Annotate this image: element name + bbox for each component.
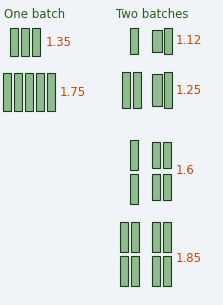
Bar	[25, 73, 33, 111]
Bar	[36, 73, 44, 111]
Bar	[163, 174, 171, 200]
Bar	[131, 222, 139, 252]
Bar	[152, 74, 162, 106]
Bar	[163, 256, 171, 286]
Bar	[10, 28, 18, 56]
Bar	[14, 73, 22, 111]
Bar	[120, 256, 128, 286]
Text: 1.85: 1.85	[176, 252, 202, 264]
Text: Two batches: Two batches	[116, 8, 188, 21]
Text: One batch: One batch	[4, 8, 65, 21]
Text: 1.6: 1.6	[176, 163, 195, 177]
Bar	[32, 28, 40, 56]
Bar	[47, 73, 55, 111]
Bar	[152, 30, 162, 52]
Bar	[131, 256, 139, 286]
Bar	[152, 256, 160, 286]
Text: 1.25: 1.25	[176, 84, 202, 96]
Bar	[122, 72, 130, 108]
Bar	[21, 28, 29, 56]
Bar	[164, 72, 172, 108]
Text: 1.75: 1.75	[60, 85, 86, 99]
Bar	[152, 174, 160, 200]
Bar	[130, 174, 138, 204]
Bar	[130, 140, 138, 170]
Bar	[120, 222, 128, 252]
Bar	[3, 73, 11, 111]
Text: 1.12: 1.12	[176, 34, 202, 48]
Bar	[152, 222, 160, 252]
Bar	[164, 28, 172, 54]
Bar	[163, 222, 171, 252]
Bar	[130, 28, 138, 54]
Bar	[163, 142, 171, 168]
Text: 1.35: 1.35	[46, 35, 72, 48]
Bar	[152, 142, 160, 168]
Bar	[133, 72, 141, 108]
